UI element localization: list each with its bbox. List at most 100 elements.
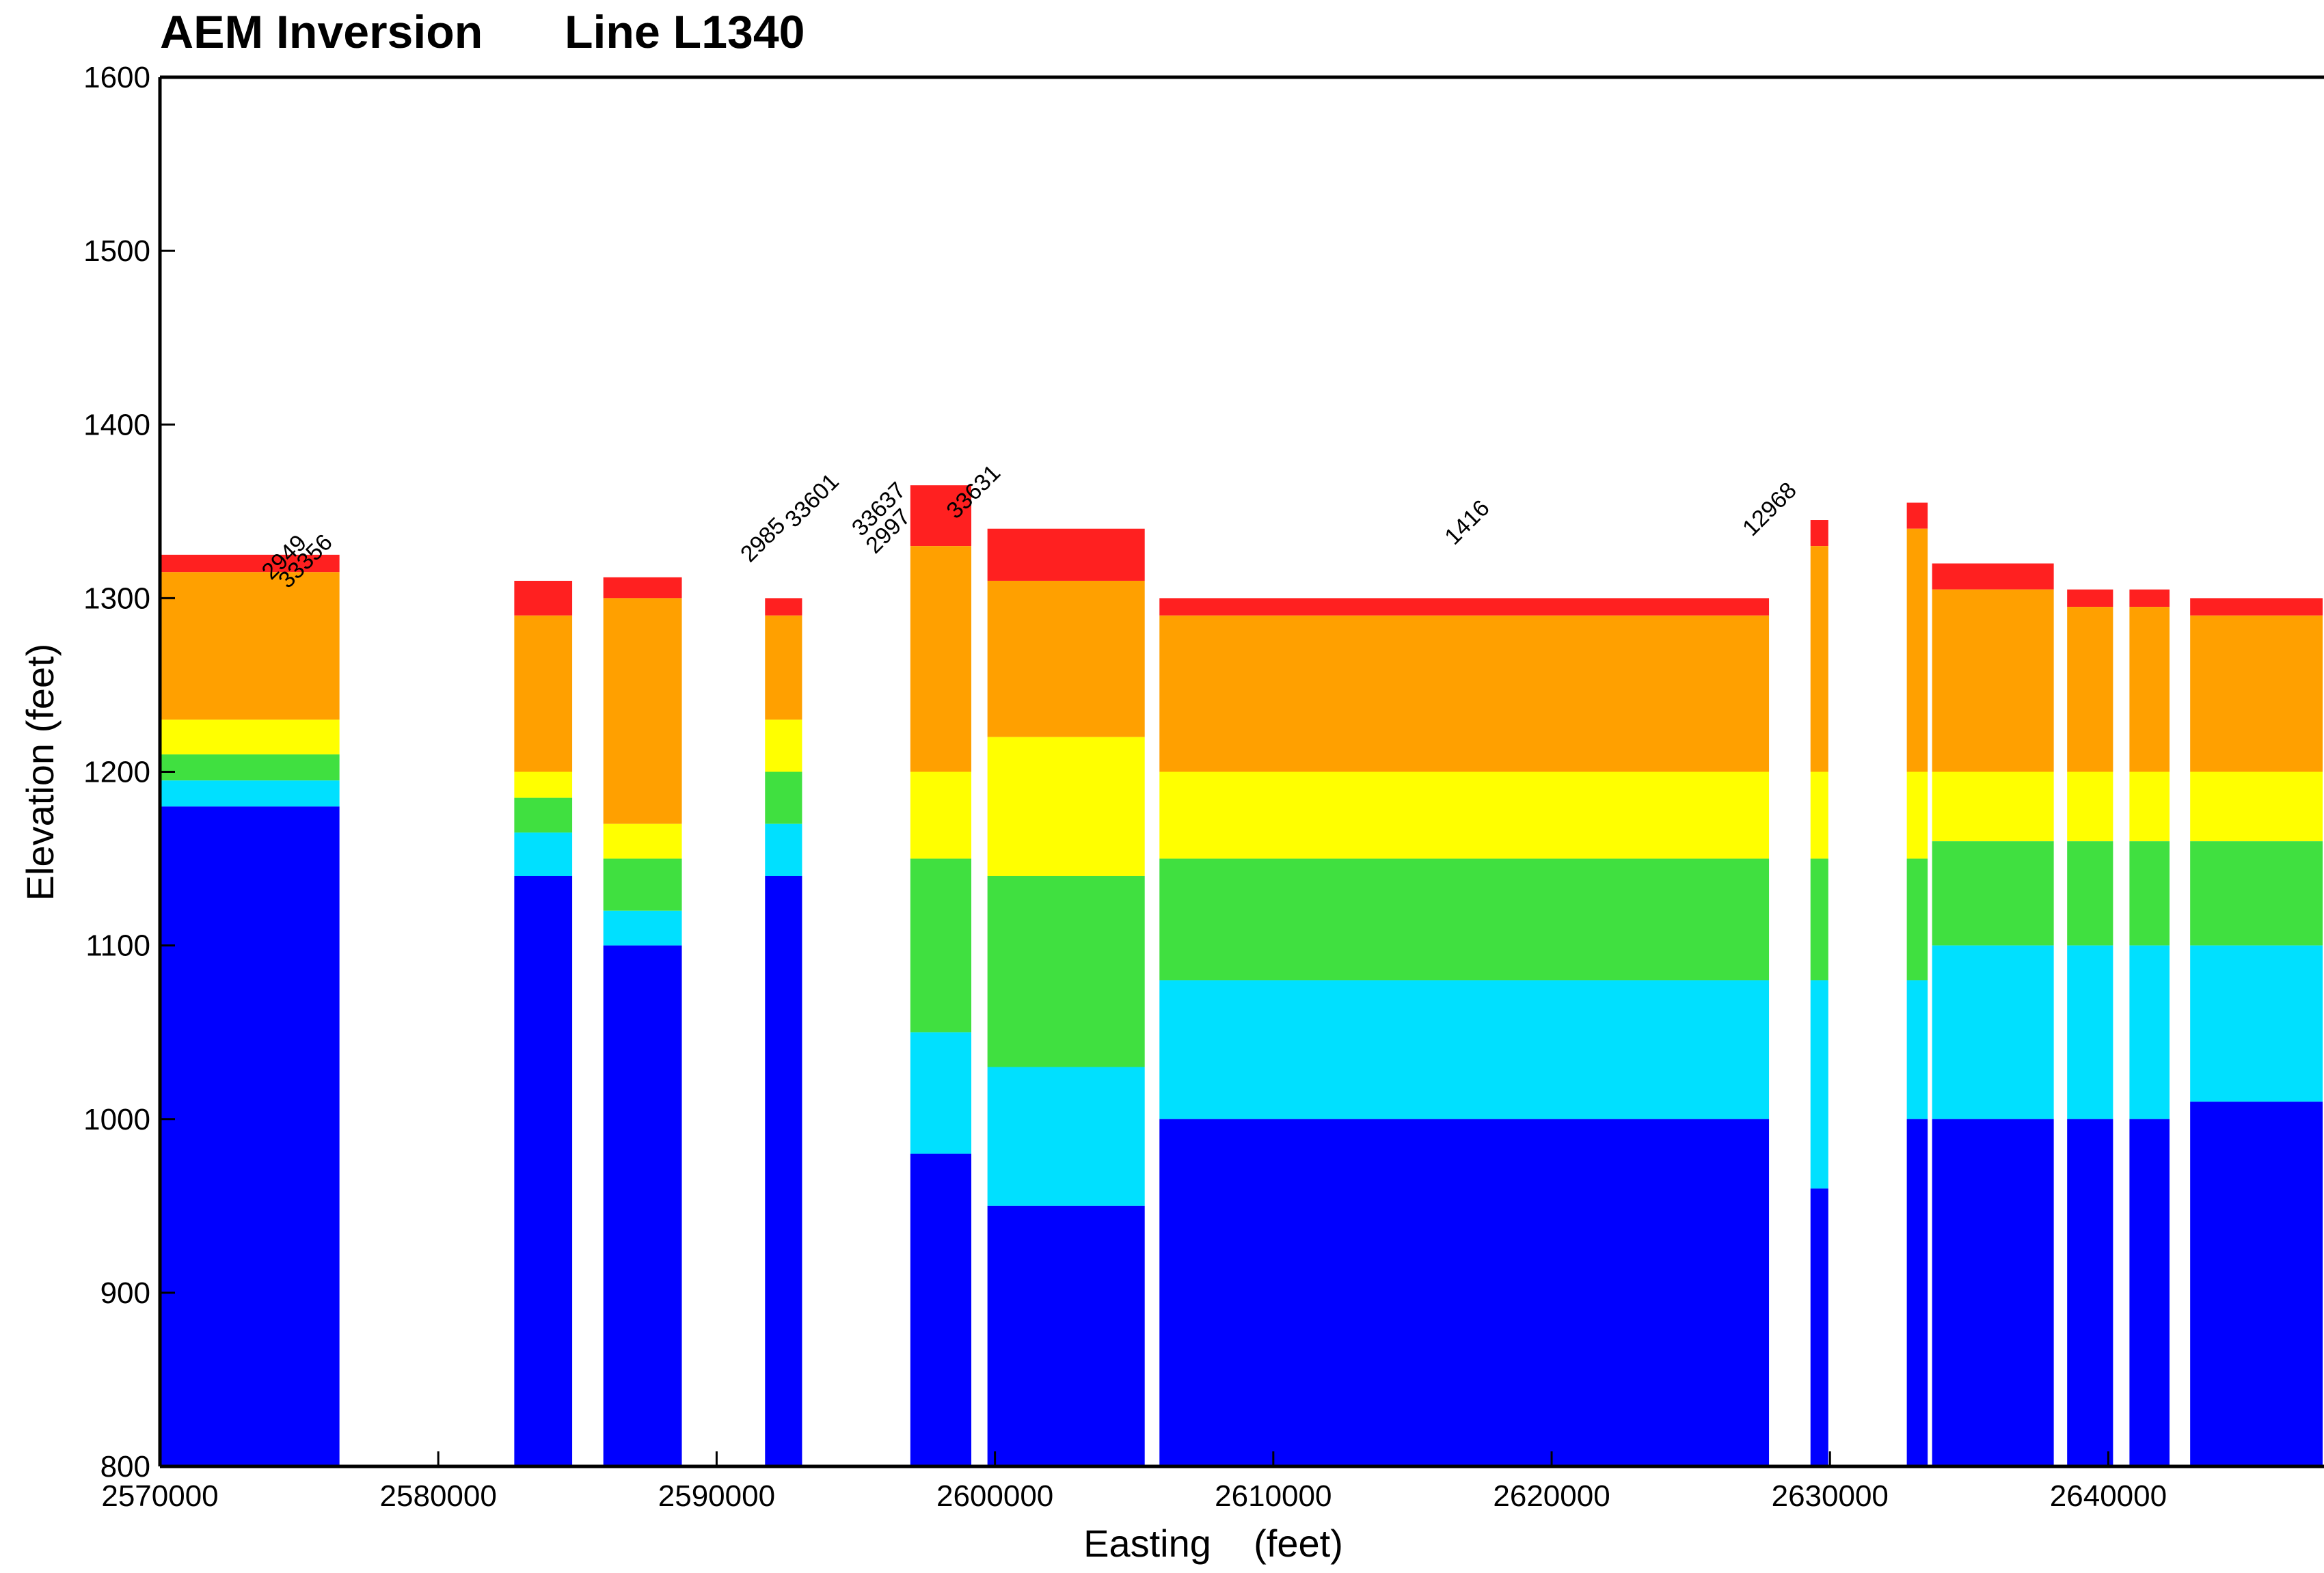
y-tick-label: 1000 — [83, 1103, 150, 1136]
resistivity-band — [2129, 1119, 2170, 1466]
resistivity-band — [2190, 945, 2323, 1102]
resistivity-band — [603, 858, 682, 911]
resistivity-band — [514, 615, 573, 772]
resistivity-band — [1906, 980, 1928, 1119]
x-tick-label: 2610000 — [1215, 1479, 1332, 1513]
resistivity-band — [603, 910, 682, 946]
resistivity-band — [765, 771, 802, 824]
resistivity-band — [1810, 858, 1828, 981]
resistivity-band — [765, 875, 802, 1466]
y-tick-label: 800 — [100, 1450, 150, 1483]
well-label: 12968 — [1738, 477, 1802, 541]
y-tick-label: 1400 — [83, 408, 150, 441]
resistivity-band — [2129, 589, 2170, 607]
resistivity-band — [910, 485, 972, 547]
x-tick-label: 2570000 — [101, 1479, 218, 1513]
resistivity-band — [160, 780, 340, 807]
resistivity-band — [2129, 771, 2170, 842]
resistivity-band — [2067, 771, 2113, 842]
x-tick-label: 2600000 — [936, 1479, 1053, 1513]
resistivity-band — [603, 577, 682, 599]
resistivity-band — [1810, 520, 1828, 547]
resistivity-band — [987, 737, 1145, 876]
resistivity-band — [987, 580, 1145, 737]
resistivity-band — [514, 797, 573, 833]
resistivity-band — [910, 1032, 972, 1154]
resistivity-band — [1906, 771, 1928, 859]
resistivity-band — [2067, 1119, 2113, 1466]
resistivity-band — [1906, 858, 1928, 981]
resistivity-band — [1159, 980, 1770, 1119]
resistivity-band — [910, 1153, 972, 1466]
y-tick-label: 1100 — [85, 929, 150, 963]
resistivity-band — [1159, 858, 1770, 981]
y-axis-label: Elevation (feet) — [18, 644, 62, 901]
chart-title: AEM Inversion — [160, 6, 483, 58]
resistivity-band — [2129, 841, 2170, 946]
resistivity-band — [2129, 607, 2170, 772]
resistivity-band — [160, 754, 340, 781]
x-tick-label: 2640000 — [2050, 1479, 2167, 1513]
resistivity-band — [2190, 841, 2323, 946]
resistivity-band — [1810, 546, 1828, 772]
resistivity-band — [765, 823, 802, 876]
resistivity-band — [160, 572, 340, 720]
resistivity-band — [765, 598, 802, 616]
well-label: 1416 — [1440, 495, 1494, 549]
resistivity-band — [1906, 1119, 1928, 1466]
x-tick-label: 2590000 — [658, 1479, 775, 1513]
resistivity-band — [1932, 945, 2054, 1119]
resistivity-band — [2129, 945, 2170, 1119]
resistivity-band — [514, 580, 573, 616]
resistivity-band — [2190, 1102, 2323, 1466]
resistivity-band — [514, 875, 573, 1466]
y-tick-label: 1500 — [83, 234, 150, 268]
resistivity-band — [514, 832, 573, 876]
resistivity-band — [1932, 841, 2054, 946]
resistivity-band — [160, 720, 340, 755]
y-tick-label: 900 — [100, 1276, 150, 1310]
x-tick-label: 2630000 — [1772, 1479, 1889, 1513]
resistivity-band — [1932, 771, 2054, 842]
resistivity-band — [1159, 1119, 1770, 1466]
resistivity-band — [603, 598, 682, 824]
resistivity-band — [603, 945, 682, 1466]
resistivity-band — [765, 615, 802, 720]
y-tick-label: 1200 — [83, 756, 150, 789]
resistivity-band — [1906, 528, 1928, 772]
resistivity-band — [1932, 1119, 2054, 1466]
well-label: 33601 — [780, 469, 844, 533]
well-label: 2985 — [735, 512, 790, 567]
resistivity-band — [2067, 945, 2113, 1119]
resistivity-band — [160, 806, 340, 1466]
resistivity-band — [910, 858, 972, 1032]
x-tick-label: 2620000 — [1493, 1479, 1610, 1513]
resistivity-band — [1932, 589, 2054, 772]
resistivity-band — [987, 1205, 1145, 1466]
y-tick-label: 1600 — [83, 61, 150, 94]
resistivity-band — [1906, 502, 1928, 529]
plot-area — [160, 485, 2323, 1466]
resistivity-band — [2067, 607, 2113, 772]
resistivity-band — [910, 771, 972, 859]
resistivity-band — [2190, 771, 2323, 842]
resistivity-band — [603, 823, 682, 859]
resistivity-band — [1159, 598, 1770, 616]
resistivity-band — [1159, 615, 1770, 772]
resistivity-band — [1810, 771, 1828, 859]
y-tick-label: 1300 — [83, 582, 150, 615]
resistivity-band — [2190, 598, 2323, 616]
resistivity-band — [987, 875, 1145, 1067]
resistivity-band — [1810, 980, 1828, 1189]
resistivity-band — [1932, 563, 2054, 590]
resistivity-band — [1159, 771, 1770, 859]
chart-subtitle: Line L1340 — [565, 6, 805, 58]
resistivity-band — [2067, 841, 2113, 946]
x-axis-label: Easting (feet) — [1083, 1522, 1343, 1565]
resistivity-band — [160, 554, 340, 573]
resistivity-band — [910, 546, 972, 772]
resistivity-band — [1810, 1188, 1828, 1466]
resistivity-band — [514, 771, 573, 798]
resistivity-band — [987, 528, 1145, 581]
